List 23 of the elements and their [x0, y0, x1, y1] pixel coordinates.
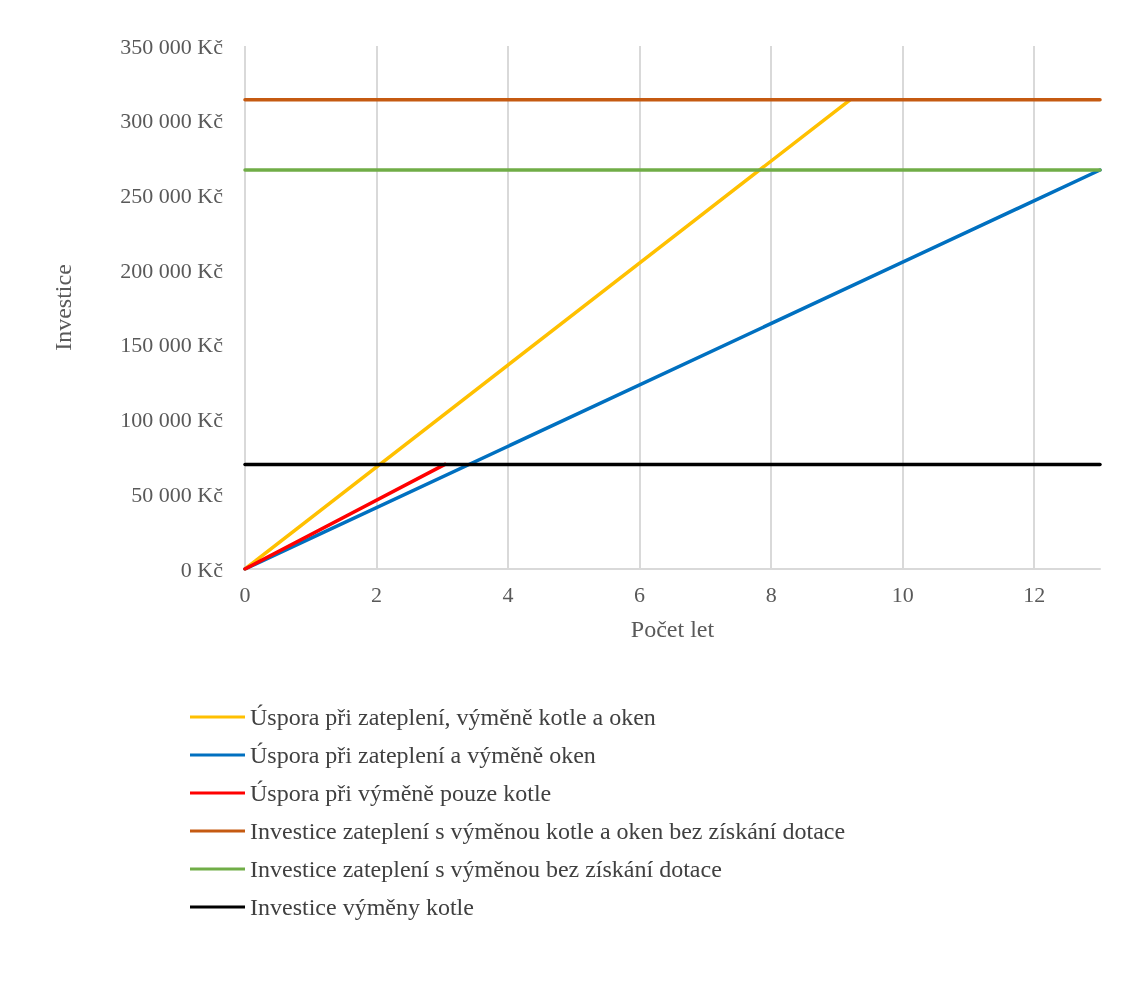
y-tick-label: 0 Kč: [180, 556, 224, 582]
x-axis-title: Počet let: [630, 616, 715, 642]
y-tick-label: 200 000 Kč: [120, 257, 224, 283]
y-axis-title: Investice: [50, 264, 76, 351]
y-tick-label: 100 000 Kč: [120, 407, 224, 433]
y-tick-label: 250 000 Kč: [120, 182, 224, 208]
y-tick-label: 50 000 Kč: [131, 481, 224, 507]
legend-label: Úspora při zateplení a výměně oken: [250, 742, 596, 768]
x-tick-label: 10: [891, 581, 914, 607]
x-tick-label: 8: [765, 581, 777, 607]
x-tick-label: 12: [1023, 581, 1046, 607]
x-tick-label: 2: [371, 581, 383, 607]
x-tick-label: 6: [634, 581, 646, 607]
y-tick-label: 350 000 Kč: [120, 33, 224, 59]
legend-label: Úspora při zateplení, výměně kotle a oken: [250, 704, 656, 730]
x-tick-label: 0: [239, 581, 251, 607]
x-tick-label: 4: [502, 581, 514, 607]
y-tick-label: 150 000 Kč: [120, 332, 224, 358]
y-tick-label: 300 000 Kč: [120, 108, 224, 134]
legend-label: Investice výměny kotle: [250, 894, 474, 920]
legend-label: Investice zateplení s výměnou bez získání dotace: [250, 856, 722, 882]
legend-label: Úspora při výměně pouze kotle: [250, 780, 552, 806]
legend-label: Investice zateplení s výměnou kotle a oken bez získání dotace: [250, 818, 846, 844]
